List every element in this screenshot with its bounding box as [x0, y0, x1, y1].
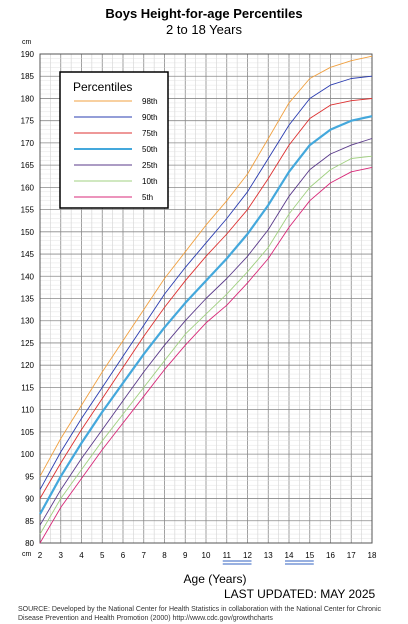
x-axis-label: Age (Years) [183, 572, 247, 586]
series-line-75th [39, 98, 373, 499]
x-tick-label: 9 [183, 551, 188, 560]
x-tick-label: 17 [347, 551, 356, 560]
x-tick-label: 2 [38, 551, 43, 560]
legend-label: 25th [142, 161, 158, 170]
legend-label: 98th [142, 97, 158, 106]
source-note: SOURCE: Developed by the National Center… [18, 606, 382, 622]
y-tick-label: 90 [25, 495, 34, 504]
y-tick-label: 190 [21, 50, 35, 59]
x-tick-label: 15 [305, 551, 314, 560]
y-tick-label: 125 [21, 339, 35, 348]
x-tick-label: 16 [326, 551, 335, 560]
x-tick-label: 4 [79, 551, 84, 560]
series-line-50th [39, 115, 373, 515]
y-tick-label: 100 [21, 450, 35, 459]
y-tick-label: 80 [25, 539, 34, 548]
y-tick-label: 185 [21, 72, 35, 81]
y-tick-label: 145 [21, 250, 35, 259]
x-tick-label: 13 [264, 551, 273, 560]
series-line-25th [39, 138, 373, 526]
series-line-5th [39, 166, 373, 544]
y-unit-label-top: cm [22, 39, 32, 46]
legend-label: 10th [142, 177, 158, 186]
y-tick-label: 170 [21, 139, 35, 148]
y-tick-label: 175 [21, 117, 35, 126]
x-tick-label: 7 [142, 551, 147, 560]
y-tick-label: 110 [21, 406, 34, 415]
series-line-90th [39, 75, 373, 490]
y-tick-label: 150 [21, 228, 35, 237]
y-tick-label: 180 [21, 94, 35, 103]
y-tick-label: 160 [21, 183, 35, 192]
legend-label: 75th [142, 129, 158, 138]
x-tick-label: 10 [202, 551, 211, 560]
x-tick-label: 6 [121, 551, 126, 560]
x-tick-label: 11 [223, 551, 232, 560]
y-tick-label: 105 [21, 428, 35, 437]
y-tick-label: 120 [21, 361, 35, 370]
last-updated-text: LAST UPDATED: MAY 2025 [224, 587, 376, 601]
chart-title: Boys Height-for-age Percentiles [105, 6, 303, 21]
legend-label: 5th [142, 193, 153, 202]
chart-subtitle: 2 to 18 Years [166, 22, 242, 37]
y-tick-label: 95 [25, 472, 34, 481]
y-tick-label: 155 [21, 206, 35, 215]
y-tick-label: 85 [25, 517, 34, 526]
plot-frame [39, 53, 373, 544]
series-line-10th [39, 155, 373, 535]
y-tick-label: 130 [21, 317, 35, 326]
x-tick-label: 14 [285, 551, 294, 560]
x-tick-label: 3 [59, 551, 64, 560]
legend-label: 50th [142, 145, 158, 154]
legend-box [59, 71, 169, 209]
x-tick-label: 18 [368, 551, 377, 560]
y-tick-label: 165 [21, 161, 35, 170]
y-tick-label: 115 [21, 383, 34, 392]
legend-label: 90th [142, 113, 158, 122]
x-tick-label: 12 [243, 551, 252, 560]
legend-title: Percentiles [73, 80, 132, 94]
series-line-98th [39, 55, 373, 477]
y-unit-label-bottom: cm [22, 551, 32, 558]
y-tick-label: 140 [21, 272, 35, 281]
x-tick-label: 8 [162, 551, 167, 560]
x-tick-label: 5 [100, 551, 105, 560]
y-tick-label: 135 [21, 295, 35, 304]
